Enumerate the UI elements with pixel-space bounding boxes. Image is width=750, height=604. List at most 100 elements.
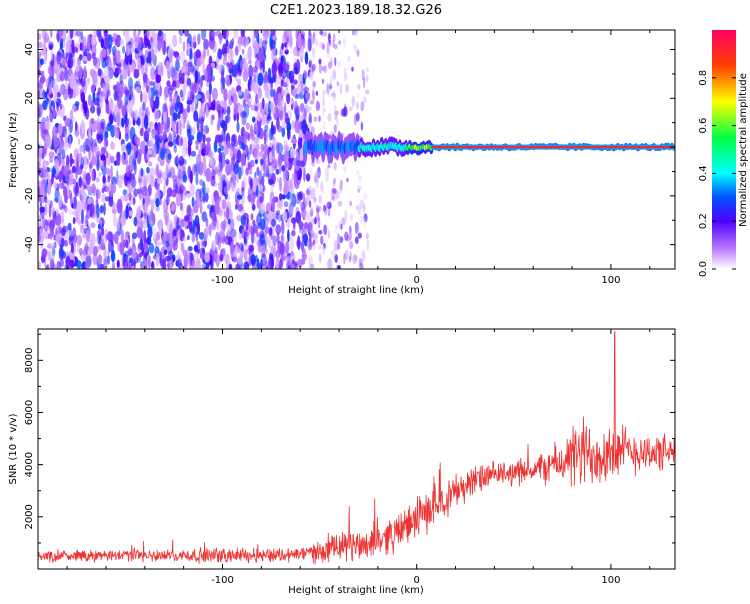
spectrogram-noise-blob [47,65,53,75]
spectrogram-noise-blob [212,194,215,206]
spectrogram-noise-blob [147,127,151,133]
spectrogram-noise-blob [148,237,152,245]
spectrogram-noise-blob [64,66,68,82]
spectrogram-noise-blob [245,122,250,131]
spectrogram-noise-blob [206,127,210,134]
spectrogram-noise-blob [221,108,227,115]
spectrogram-noise-blob [42,148,47,155]
y-tick-label: 40 [24,43,35,56]
spectrogram-noise-blob [125,144,131,150]
spectrogram-noise-blob [233,163,240,175]
spectrogram-noise-blob [253,124,257,132]
spectrogram-noise-blob [365,232,369,240]
spectrogram-noise-blob [281,194,286,200]
spectrogram-noise-blob [70,193,73,207]
spectrogram-noise-blob [38,107,41,120]
spectrogram-noise-blob [140,167,144,177]
spectrogram-noise-blob [232,93,238,106]
spectrogram-noise-blob [292,88,297,98]
spectrogram-noise-blob [176,229,181,240]
spectrogram-noise-blob [265,226,270,235]
spectrogram-noise-blob [236,121,240,133]
spectrogram-noise-blob [214,202,221,216]
spectrogram-noise-blob [322,204,327,212]
spectrogram-noise-blob [359,262,364,269]
spectrogram-noise-blob [176,154,179,165]
spectrogram-noise-blob [355,112,360,122]
spectrogram-noise-blob [108,239,114,253]
spectrogram-noise-blob [264,247,268,254]
spectrogram-noise-blob [55,208,59,217]
spectrogram-noise-blob [219,145,225,151]
spectrogram-noise-blob [354,30,358,36]
spectrogram-noise-blob [326,83,330,95]
spectrogram-noise-blob [47,250,52,261]
spectrogram-noise-blob [276,252,280,263]
spectrogram-noise-blob [122,258,129,269]
spectrogram-noise-blob [79,145,84,153]
spectrogram-noise-blob [83,65,87,81]
spectrogram-noise-blob [295,211,302,224]
spectrogram-noise-blob [251,203,256,211]
snr-series-line [38,331,675,565]
spectrogram-noise-blob [310,263,315,269]
spectrogram-noise-blob [273,91,279,107]
spectrogram-noise-blob [117,62,122,71]
spectrogram-noise-blob [203,170,206,178]
spectrogram-noise-blob [96,203,100,219]
spectrogram-noise-blob [111,261,116,269]
spectrogram-noise-blob [187,61,193,67]
spectrogram-noise-blob [198,121,205,129]
spectrogram-noise-blob [104,196,111,202]
spectrogram-noise-blob [290,217,297,224]
spectrogram-noise-blob [343,72,348,82]
spectrogram-noise-blob [119,39,124,46]
spectrogram-noise-blob [177,110,181,120]
spectrogram-noise-blob [123,253,127,261]
spectrogram-noise-blob [60,57,67,66]
spectrogram-noise-blob [221,68,225,82]
spectrogram-noise-blob [275,168,280,175]
spectrogram-noise-blob [129,126,136,142]
spectrogram-noise-blob [311,63,316,71]
spectrogram-noise-blob [293,66,299,75]
spectrogram-noise-blob [247,46,252,61]
spectrogram-noise-blob [178,69,183,83]
spectrogram-noise-blob [282,211,288,222]
spectrogram-noise-blob [283,201,289,208]
spectrogram-noise-blob [52,126,58,132]
spectrogram-noise-blob [140,54,146,66]
spectrogram-noise-blob [332,90,336,102]
spectrogram-noise-blob [173,135,177,149]
spectrogram-noise-blob [52,135,58,149]
spectrogram-noise-blob [358,258,363,266]
spectrogram-noise-blob [275,75,278,88]
spectrogram-noise-blob [196,94,202,99]
spectrogram-noise-blob [366,67,370,73]
spectrogram-noise-blob [65,255,71,269]
spectrogram-noise-blob [209,155,213,166]
spectrogram-noise-blob [213,139,218,153]
spectrogram-noise-blob [139,127,144,137]
figure-title: C2E1.2023.189.18.32.G26 [270,3,442,18]
spectrogram-noise-blob [308,122,312,129]
spectrogram-noise-blob [229,43,234,49]
spectrogram-noise-blob [85,229,90,243]
spectrogram-noise-blob [38,102,42,110]
spectrogram-noise-blob [155,206,160,212]
spectrogram-noise-blob [253,224,259,234]
spectrogram-noise-blob [82,98,86,111]
spectrogram-noise-blob [38,33,42,40]
y-tick-label: 2000 [24,504,35,529]
spectrogram-noise-blob [302,248,306,260]
spectrogram-noise-blob [302,38,306,49]
spectrogram-noise-blob [172,34,178,48]
spectrogram-noise-blob [140,63,145,75]
spectrogram-noise-blob [297,258,303,268]
spectrogram-noise-blob [332,69,337,81]
spectrogram-noise-blob [255,143,260,151]
spectrogram-noise-blob [179,51,186,62]
spectrogram-noise-blob [323,31,327,37]
spectrogram-noise-blob [366,239,369,251]
spectrogram-noise-blob [266,265,269,269]
